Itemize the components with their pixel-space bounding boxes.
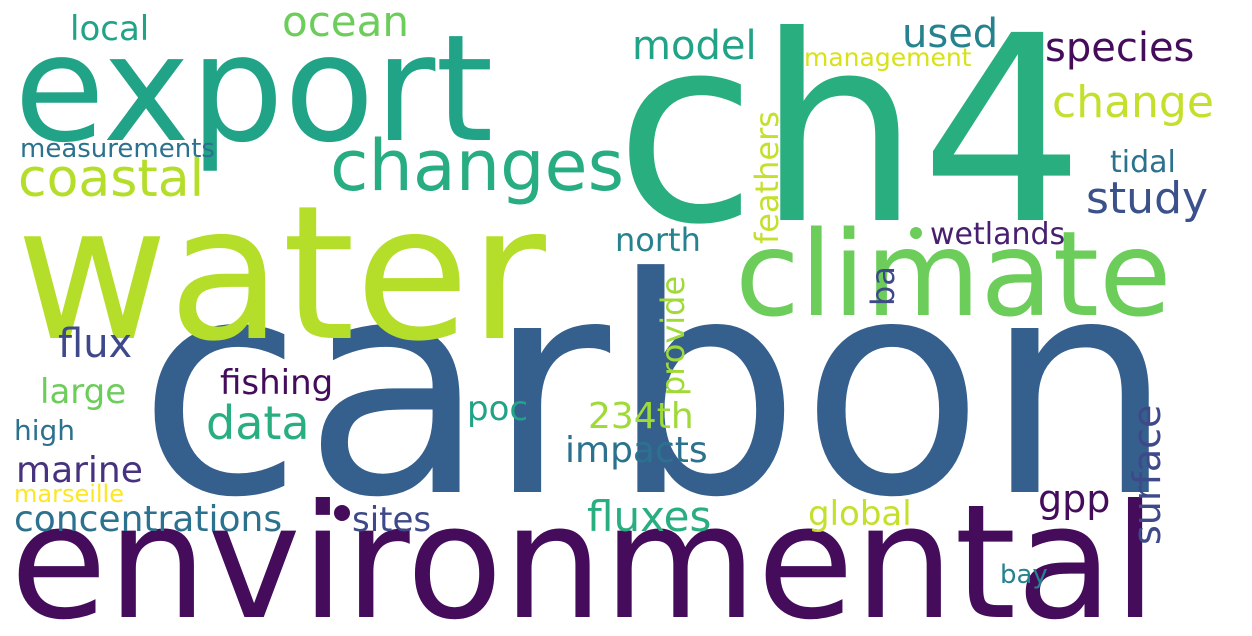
word-data: data [206, 396, 310, 450]
word-study: study [1086, 173, 1208, 224]
word-changes: changes [330, 125, 624, 207]
word-flux: flux [58, 321, 132, 367]
word-measurements: measurements [20, 134, 215, 164]
word-sites: sites [352, 500, 431, 540]
word-local: local [70, 9, 149, 49]
word-high: high [14, 414, 75, 447]
word-tidal: tidal [1110, 145, 1176, 180]
word-change: change [1052, 77, 1214, 128]
dot-mark [334, 505, 350, 521]
word-provide: provide [654, 276, 692, 396]
word-management: management [804, 43, 972, 72]
word-gpp: gpp [1038, 477, 1110, 521]
word-impacts: impacts [565, 430, 708, 471]
word-feathers: feathers [748, 111, 786, 244]
word-carbon: carbon [138, 214, 1174, 563]
word-export: export [14, 3, 493, 175]
word-marseille: marseille [14, 480, 124, 508]
word-234th: 234th [588, 396, 694, 437]
word-ch4: ch4 [615, 0, 1085, 281]
word-surface: surface [1125, 405, 1169, 545]
word-wetlands: wetlands [930, 217, 1065, 252]
word-poc: poc [467, 389, 528, 429]
word-large: large [40, 372, 126, 412]
word-species: species [1045, 25, 1194, 71]
word-bay: bay [1000, 560, 1048, 590]
word-climate: climate [735, 205, 1172, 343]
dot-mark [910, 227, 922, 239]
word-fluxes: fluxes [587, 492, 711, 541]
word-marine: marine [16, 450, 143, 491]
word-fishing: fishing [220, 363, 333, 403]
word-ocean: ocean [282, 0, 409, 46]
word-concentrations: concentrations [14, 499, 282, 540]
word-used: used [902, 11, 998, 57]
word-model: model [632, 23, 757, 69]
word-environmental: environmental [10, 471, 1157, 636]
word-north: north [615, 221, 701, 259]
word-ba: ba [864, 266, 902, 306]
word-coastal: coastal [18, 149, 204, 209]
word-water: water [16, 165, 546, 382]
word-global: global [808, 494, 912, 534]
